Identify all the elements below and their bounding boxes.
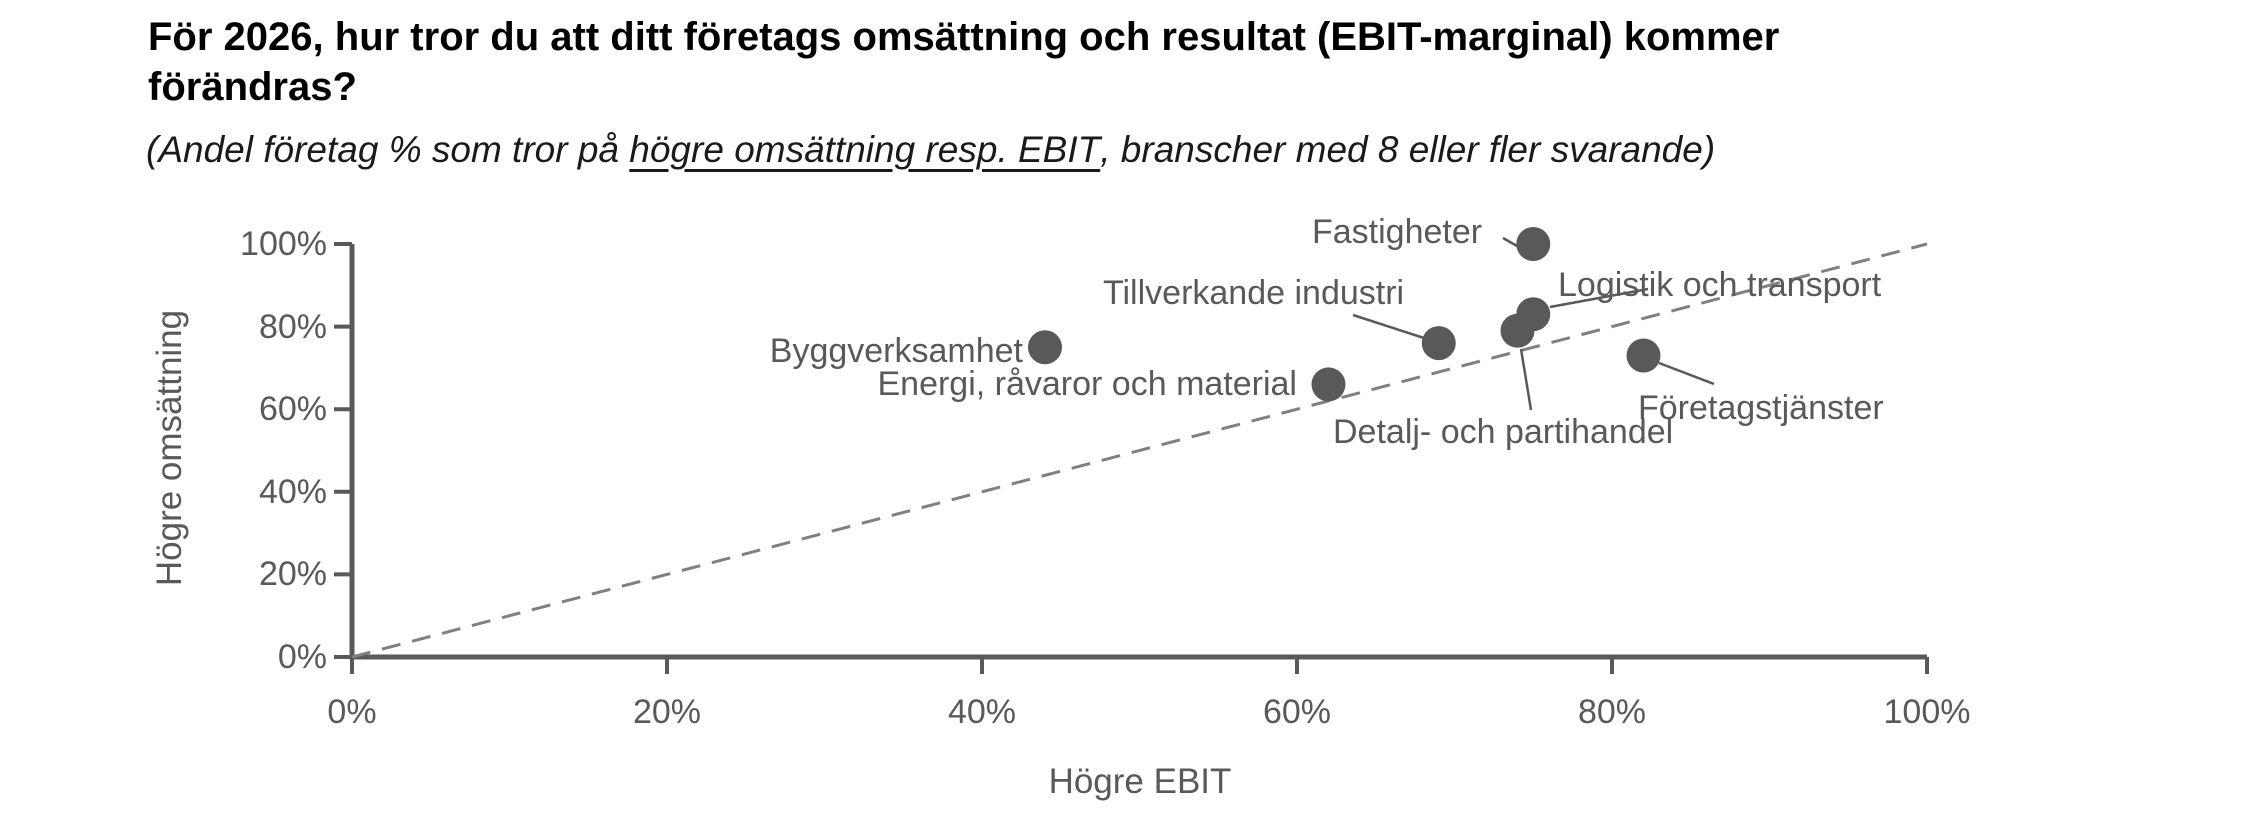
subtitle-suffix: , branscher med 8 eller fler svarande): [1100, 129, 1716, 170]
x-tick-label: 60%: [1262, 693, 1332, 731]
x-tick-label: 100%: [1883, 693, 1971, 731]
data-point-tillverkande-industri: [1421, 326, 1456, 361]
y-tick-label: 100%: [240, 225, 327, 263]
x-tick-label: 20%: [632, 693, 702, 731]
label-leader-lines: [1352, 236, 1715, 411]
x-tick-label: 80%: [1577, 693, 1647, 731]
point-label-energi-ravaror-material: Energi, råvaror och material: [877, 365, 1297, 403]
point-label-logistik-och-transport: Logistik och transport: [1558, 266, 1882, 304]
x-tick-label: 0%: [327, 693, 377, 731]
data-point-detalj-och-partihandel: [1500, 313, 1535, 348]
x-axis-title: Högre EBIT: [1048, 762, 1232, 801]
point-label-fastigheter: Fastigheter: [1312, 213, 1483, 251]
y-tick-label: 60%: [258, 390, 327, 428]
point-label-foretagstjanster: Företagstjänster: [1638, 389, 1884, 427]
data-points: [1028, 227, 1661, 402]
y-tick-label: 80%: [258, 308, 327, 346]
subtitle-prefix: (Andel företag % som tror på: [146, 129, 630, 170]
point-label-detalj-och-partihandel: Detalj- och partihandel: [1333, 413, 1674, 451]
y-tick-label: 20%: [258, 555, 327, 593]
x-axis-ticks: [350, 657, 1929, 674]
chart-subtitle: (Andel företag % som tror på högre omsät…: [146, 127, 2146, 173]
y-tick-label: 0%: [277, 638, 327, 676]
leader-detalj-och-partihandel: [1519, 348, 1533, 411]
y-tick-label: 40%: [258, 473, 327, 511]
leader-foretagstjanster: [1658, 361, 1715, 386]
y-axis-ticks: [334, 242, 352, 659]
chart-title-line2: förändras?: [148, 65, 357, 109]
data-point-energi-ravaror-och-material: [1311, 367, 1346, 402]
leader-tillverkande-industri: [1352, 313, 1425, 340]
identity-dashed-line: [351, 242, 1928, 659]
point-label-byggverksamhet: Byggverksamhet: [769, 332, 1023, 370]
point-label-tillverkande-industri: Tillverkande industri: [1103, 274, 1405, 312]
leader-fastigheter: [1502, 236, 1518, 248]
chart-title: För 2026, hur tror du att ditt företags …: [148, 12, 2098, 112]
data-point-byggverksamhet: [1028, 330, 1062, 365]
chart-title-line1: För 2026, hur tror du att ditt företags …: [148, 15, 1780, 59]
y-axis-title: Högre omsättning: [150, 309, 189, 587]
data-point-foretagstjanster: [1626, 338, 1661, 373]
subtitle-underlined: högre omsättning resp. EBIT: [629, 129, 1101, 170]
leader-logistik-och-transport: [1549, 287, 1649, 309]
x-tick-label: 40%: [947, 693, 1017, 731]
data-point-fastigheter: [1516, 227, 1551, 261]
